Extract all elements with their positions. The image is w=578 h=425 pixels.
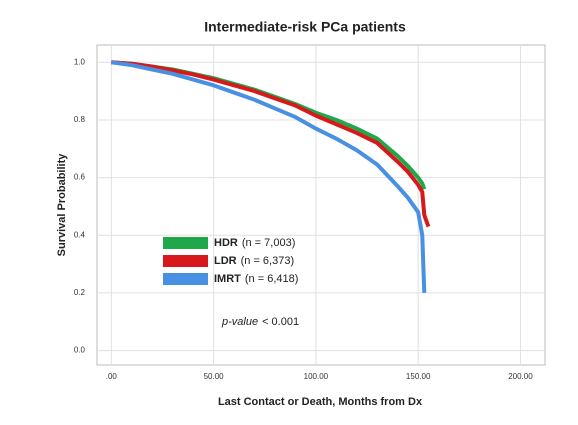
y-tick-label: 0.6 (74, 173, 86, 182)
legend-swatch (163, 273, 208, 285)
legend-name: HDR (214, 237, 238, 249)
x-tick-label: 100.00 (304, 372, 329, 381)
legend-swatch (163, 237, 208, 249)
x-tick-label: 50.00 (204, 372, 225, 381)
survival-curve (111, 60, 431, 228)
x-axis-title: Last Contact or Death, Months from Dx (218, 396, 423, 408)
plot-area (96, 44, 546, 366)
legend-label: IMRT (n = 6,418) (214, 273, 298, 285)
legend-name: IMRT (214, 273, 241, 285)
y-tick-label: 0.2 (74, 288, 86, 297)
annotation-text: < 0.001 (262, 316, 299, 328)
x-tick-label: .00 (106, 372, 118, 381)
y-tick-label: 0.4 (74, 230, 86, 239)
y-tick-label: 0.8 (74, 115, 86, 124)
annotation: p-value < 0.001 (221, 316, 299, 328)
legend-count: (n = 6,418) (245, 273, 299, 285)
y-axis-title: Survival Probability (56, 153, 68, 257)
legend-swatch (163, 255, 208, 267)
y-tick-label: 1.0 (74, 57, 86, 66)
legend-count: (n = 7,003) (242, 237, 296, 249)
legend-label: HDR (n = 7,003) (214, 237, 295, 249)
legend-count: (n = 6,373) (241, 255, 295, 267)
legend-name: LDR (214, 255, 237, 267)
legend-label: LDR (n = 6,373) (214, 255, 294, 267)
x-tick-label: 200.00 (508, 372, 533, 381)
survival-curve (111, 60, 427, 293)
annotation-italic: p-value (221, 316, 258, 328)
chart-title: Intermediate-risk PCa patients (204, 19, 406, 35)
x-tick-label: 150.00 (406, 372, 431, 381)
y-tick-label: 0.0 (74, 346, 86, 355)
